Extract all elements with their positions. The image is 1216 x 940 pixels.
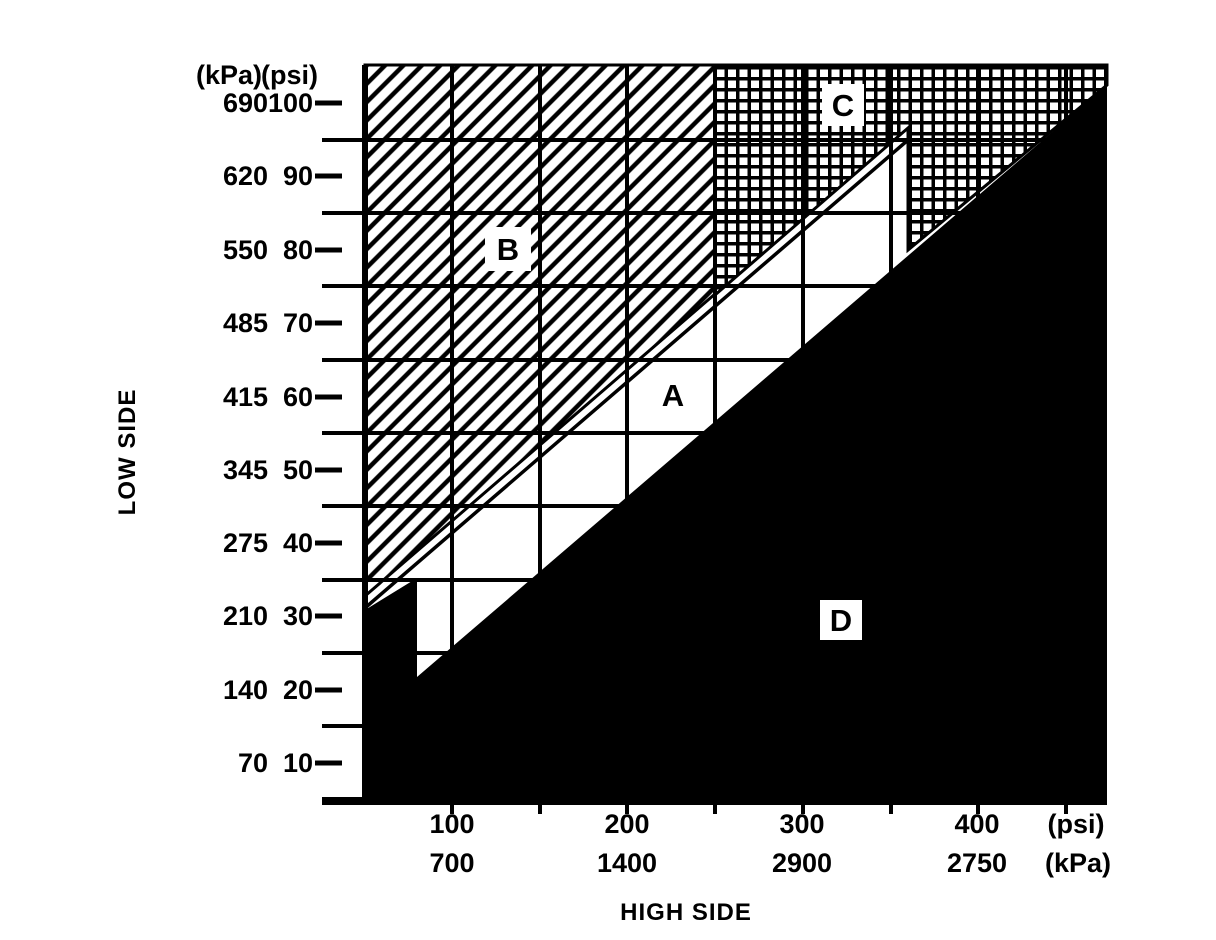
region-c-label: C (832, 88, 854, 123)
y-axis-title: LOW SIDE (114, 389, 141, 516)
region-b-label-plate (485, 227, 531, 271)
y-tick-psi: 80 (283, 235, 313, 265)
x-tick-kpa: 2900 (772, 848, 832, 878)
y-tick-psi: 20 (283, 675, 313, 705)
x-axis-kpa-labels: 700 1400 2900 2750 (kPa) (429, 848, 1111, 878)
region-d-label-plate (820, 600, 862, 640)
y-tick-kpa: 415 (223, 382, 268, 412)
x-axis-ticks (450, 801, 1068, 814)
y-tick-kpa: 485 (223, 308, 268, 338)
y-tick-kpa: 70 (238, 748, 268, 778)
x-tick-kpa: 700 (429, 848, 474, 878)
x-tick-psi: 300 (779, 809, 824, 839)
x-tick-kpa: 1400 (597, 848, 657, 878)
y-tick-kpa: 210 (223, 601, 268, 631)
y-tick-kpa: 690 (223, 88, 268, 118)
x-tick-psi: 400 (954, 809, 999, 839)
y-tick-psi: 70 (283, 308, 313, 338)
y-tick-kpa: 275 (223, 528, 268, 558)
region-c-label-plate (822, 84, 864, 126)
x-axis-psi-labels: 100 200 300 400 (psi) (429, 809, 1104, 839)
y-tick-kpa: 620 (223, 161, 268, 191)
y-tick-kpa: 550 (223, 235, 268, 265)
region-d-area (365, 85, 1107, 800)
y-axis-kpa-labels: 690 620 550 485 415 345 275 210 140 70 (223, 88, 268, 778)
y-tick-kpa: 140 (223, 675, 268, 705)
y-tick-psi: 60 (283, 382, 313, 412)
x-tick-kpa: 2750 (947, 848, 1007, 878)
y-tick-psi: 100 (268, 88, 313, 118)
y-tick-kpa: 345 (223, 455, 268, 485)
y-tick-psi: 40 (283, 528, 313, 558)
y-axis-label-dashes (315, 100, 342, 766)
y-tick-psi: 10 (283, 748, 313, 778)
x-axis-unit-kpa: (kPa) (1045, 848, 1111, 878)
x-tick-psi: 100 (429, 809, 474, 839)
y-axis-psi-labels: 100 90 80 70 60 50 40 30 20 10 (268, 88, 313, 778)
y-tick-psi: 90 (283, 161, 313, 191)
y-tick-psi: 50 (283, 455, 313, 485)
y-tick-psi: 30 (283, 601, 313, 631)
x-tick-psi: 200 (604, 809, 649, 839)
band-a-lower-boundary-line (363, 138, 910, 610)
x-axis-title: HIGH SIDE (620, 899, 752, 926)
region-d-label: D (830, 603, 852, 638)
y-axis-unit-kpa: (kPa) (196, 60, 262, 90)
region-b-label: B (497, 232, 519, 267)
region-a-label: A (662, 378, 684, 413)
x-axis-unit-psi: (psi) (1048, 809, 1105, 839)
y-axis-unit-psi: (psi) (261, 60, 318, 90)
